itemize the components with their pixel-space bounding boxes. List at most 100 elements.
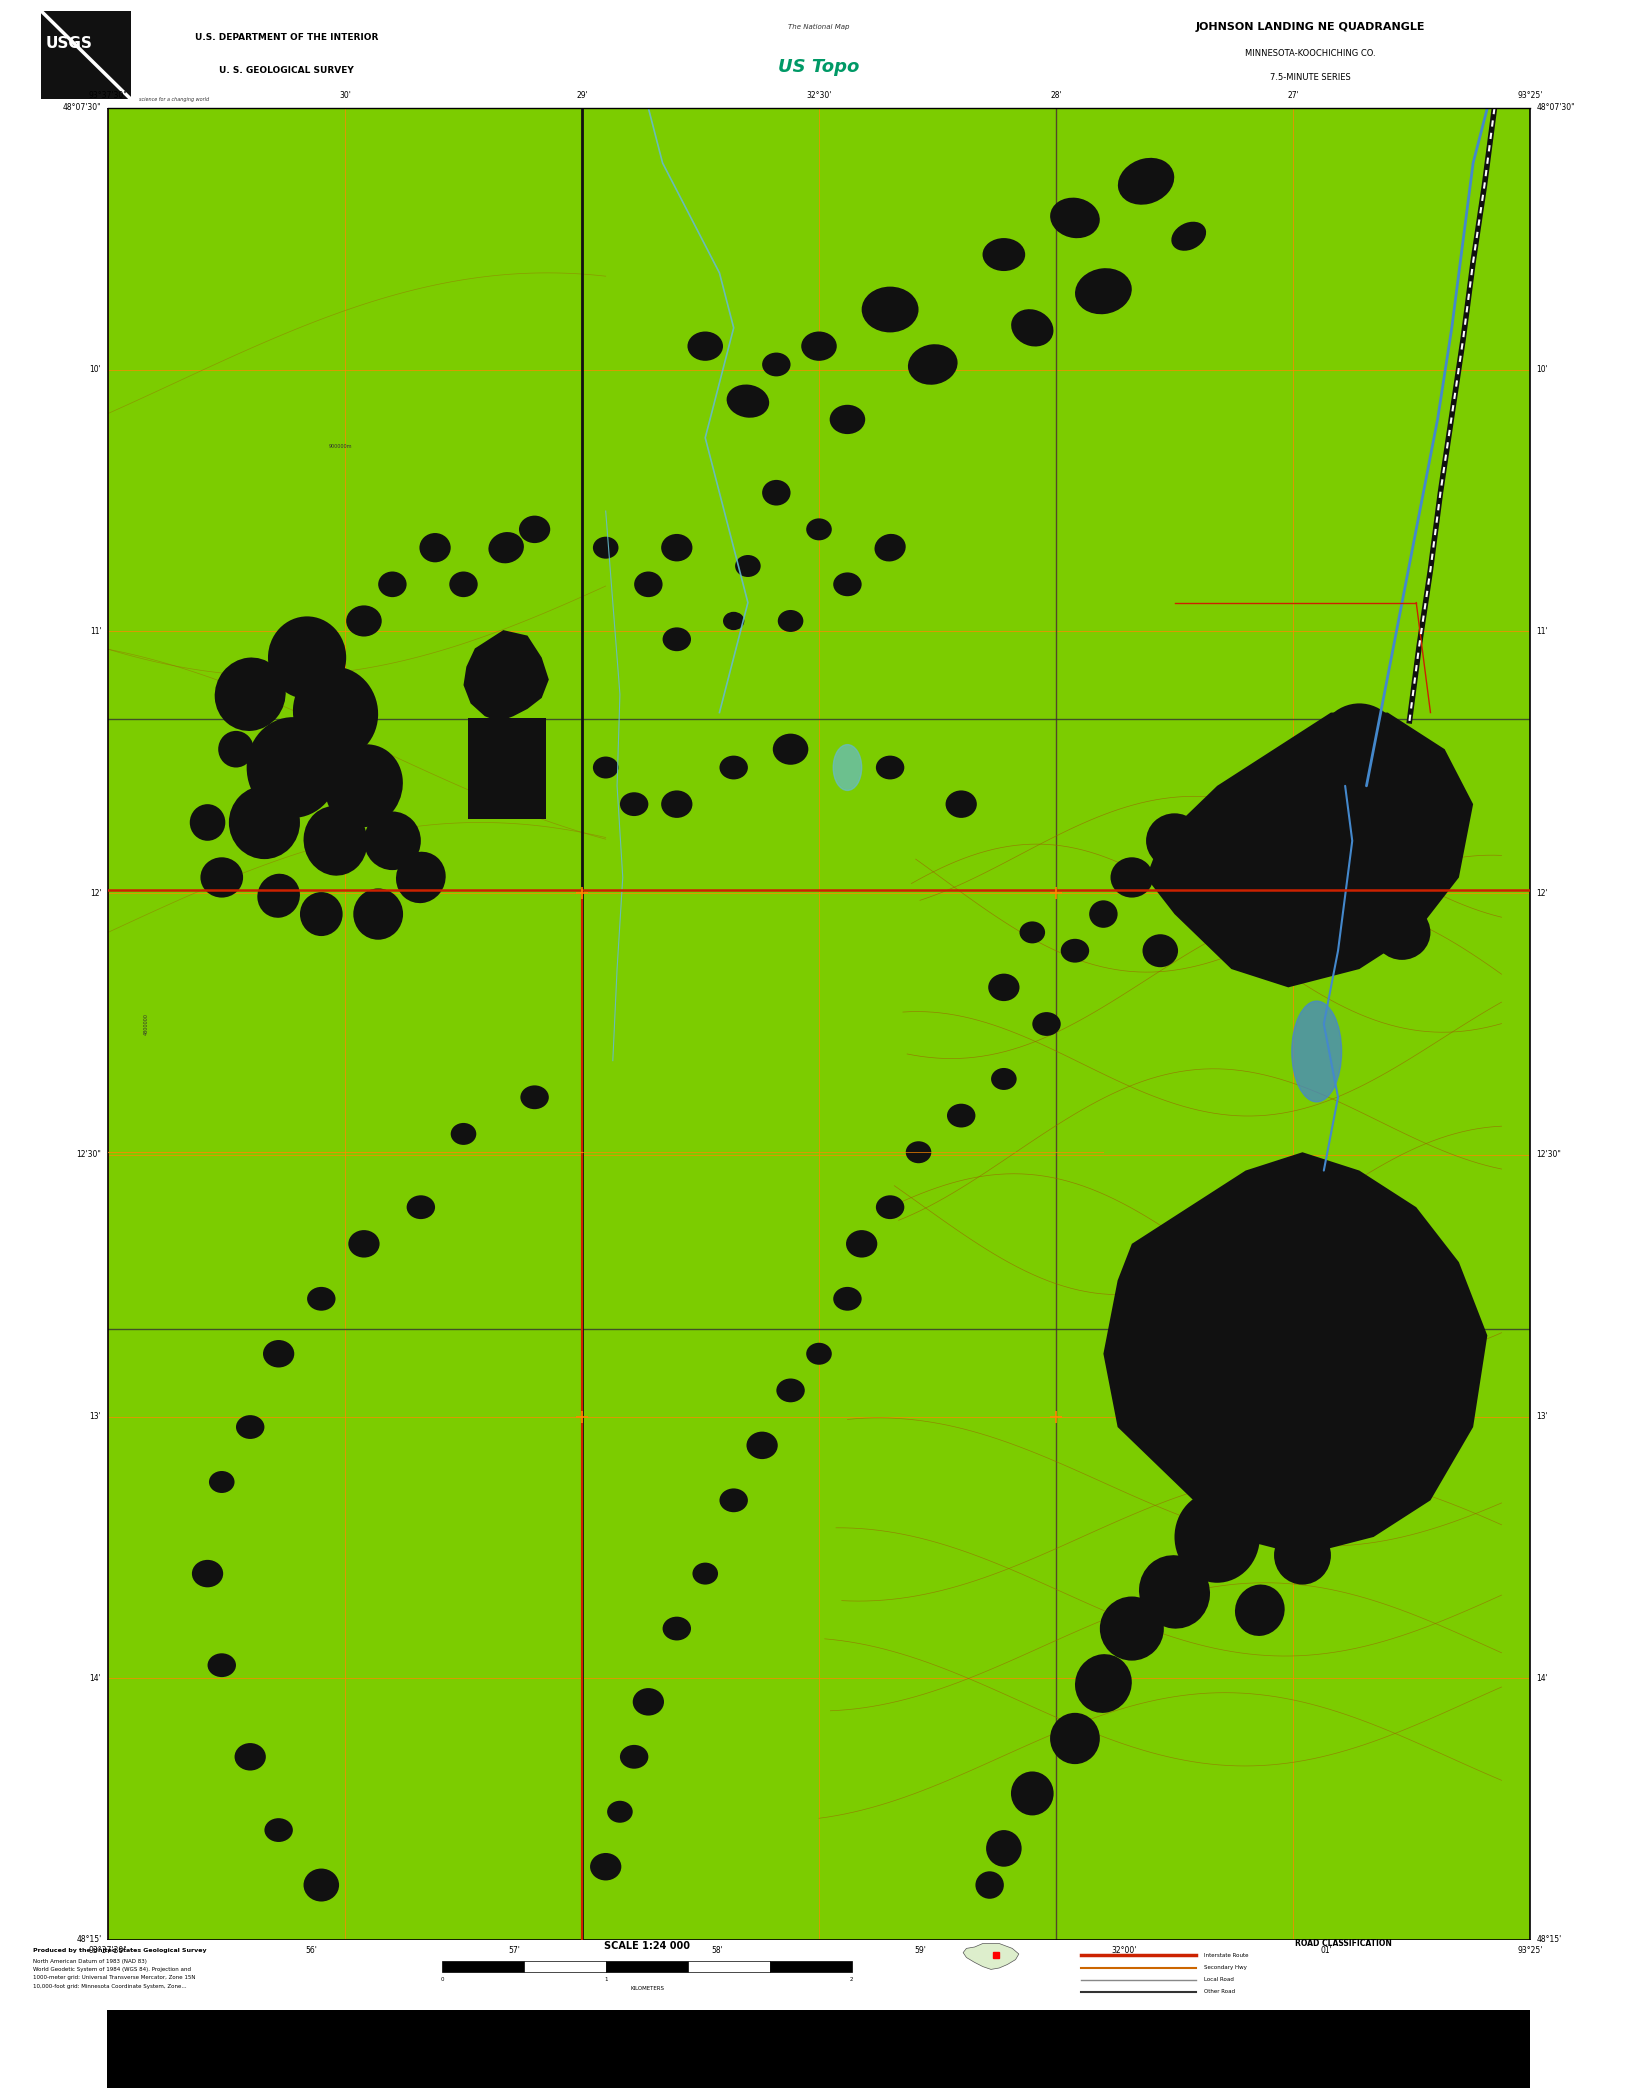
Text: USGS: USGS: [46, 35, 93, 50]
Polygon shape: [1147, 712, 1473, 988]
Ellipse shape: [830, 405, 865, 434]
Ellipse shape: [778, 610, 803, 633]
Bar: [442, 1961, 524, 1971]
Ellipse shape: [834, 1286, 862, 1311]
Ellipse shape: [354, 887, 403, 940]
Ellipse shape: [1235, 1585, 1284, 1635]
Ellipse shape: [1171, 221, 1206, 251]
Ellipse shape: [521, 1086, 549, 1109]
Polygon shape: [464, 631, 549, 722]
Bar: [468, 718, 545, 818]
Ellipse shape: [349, 1230, 380, 1257]
Text: 30': 30': [339, 90, 351, 100]
Text: 10': 10': [90, 365, 102, 374]
Bar: [688, 1961, 770, 1971]
Text: 14': 14': [90, 1675, 102, 1683]
Ellipse shape: [608, 1800, 632, 1823]
Ellipse shape: [806, 518, 832, 541]
Ellipse shape: [773, 733, 808, 764]
Ellipse shape: [663, 626, 691, 651]
Ellipse shape: [1360, 1416, 1417, 1474]
Ellipse shape: [1199, 898, 1235, 931]
Ellipse shape: [747, 1432, 778, 1460]
Text: 13': 13': [1536, 1411, 1548, 1422]
Ellipse shape: [208, 1654, 236, 1677]
Text: 93°37'30": 93°37'30": [88, 90, 128, 100]
Ellipse shape: [519, 516, 550, 543]
Ellipse shape: [945, 791, 976, 818]
Text: Local Road: Local Road: [1204, 1977, 1233, 1982]
Ellipse shape: [1111, 858, 1153, 898]
Ellipse shape: [303, 806, 367, 875]
Ellipse shape: [1117, 159, 1174, 205]
Ellipse shape: [983, 238, 1025, 271]
Ellipse shape: [1019, 921, 1045, 944]
Text: North American Datum of 1983 (NAD 83): North American Datum of 1983 (NAD 83): [33, 1959, 147, 1963]
Ellipse shape: [727, 384, 770, 418]
Ellipse shape: [776, 1378, 804, 1403]
Ellipse shape: [378, 572, 406, 597]
Ellipse shape: [1011, 1771, 1053, 1814]
Ellipse shape: [1011, 309, 1053, 347]
Ellipse shape: [1147, 814, 1202, 869]
Ellipse shape: [975, 1871, 1004, 1898]
Ellipse shape: [722, 612, 744, 631]
Text: 93°25': 93°25': [1517, 1946, 1543, 1954]
Ellipse shape: [906, 1142, 932, 1163]
Text: 48°15': 48°15': [77, 1936, 102, 1944]
Bar: [41, 10, 131, 100]
Polygon shape: [963, 1944, 1019, 1969]
Ellipse shape: [876, 1194, 904, 1219]
Ellipse shape: [593, 756, 619, 779]
Ellipse shape: [1224, 1426, 1324, 1537]
Ellipse shape: [862, 286, 919, 332]
Text: 59': 59': [914, 1946, 927, 1954]
Ellipse shape: [236, 1416, 264, 1439]
Text: KILOMETERS: KILOMETERS: [631, 1986, 663, 1990]
Text: 12'30": 12'30": [1536, 1150, 1561, 1159]
Ellipse shape: [988, 973, 1019, 1000]
Text: 56': 56': [305, 1946, 318, 1954]
Text: MINNESOTA-KOOCHICHING CO.: MINNESOTA-KOOCHICHING CO.: [1245, 50, 1376, 58]
Text: 48°07'30": 48°07'30": [1536, 104, 1576, 113]
Ellipse shape: [406, 1194, 436, 1219]
Ellipse shape: [450, 1123, 477, 1144]
Text: 01': 01': [1320, 1946, 1333, 1954]
Ellipse shape: [1374, 904, 1430, 960]
Ellipse shape: [1075, 1654, 1132, 1712]
Ellipse shape: [1266, 1188, 1366, 1299]
Ellipse shape: [1189, 1345, 1274, 1437]
Ellipse shape: [1320, 1474, 1369, 1526]
Ellipse shape: [1374, 1249, 1430, 1313]
Text: 29': 29': [577, 90, 588, 100]
Bar: [524, 1961, 606, 1971]
Text: Produced by the United States Geological Survey: Produced by the United States Geological…: [33, 1948, 206, 1952]
Ellipse shape: [488, 532, 524, 564]
Text: 32°00': 32°00': [1111, 1946, 1137, 1954]
Text: 58': 58': [711, 1946, 724, 1954]
Ellipse shape: [1138, 1556, 1210, 1629]
Ellipse shape: [834, 745, 862, 791]
Text: Secondary Hwy: Secondary Hwy: [1204, 1965, 1247, 1971]
Text: The National Map: The National Map: [788, 23, 850, 29]
Ellipse shape: [1207, 835, 1256, 881]
Ellipse shape: [662, 791, 693, 818]
Ellipse shape: [264, 1819, 293, 1842]
Ellipse shape: [293, 666, 378, 758]
Ellipse shape: [735, 555, 760, 576]
Ellipse shape: [1271, 1376, 1363, 1478]
Ellipse shape: [200, 858, 242, 898]
Text: science for a changing world: science for a changing world: [139, 96, 210, 102]
Text: US Topo: US Topo: [778, 58, 860, 75]
Text: 48°07'30": 48°07'30": [62, 104, 102, 113]
Ellipse shape: [1317, 881, 1374, 946]
Ellipse shape: [1050, 1712, 1099, 1764]
Text: 12'30": 12'30": [77, 1150, 102, 1159]
Ellipse shape: [192, 1560, 223, 1587]
Text: 57': 57': [508, 1946, 521, 1954]
Ellipse shape: [364, 812, 421, 871]
Ellipse shape: [1142, 933, 1178, 967]
Ellipse shape: [1089, 900, 1117, 927]
Ellipse shape: [234, 1743, 265, 1771]
Ellipse shape: [693, 1562, 717, 1585]
